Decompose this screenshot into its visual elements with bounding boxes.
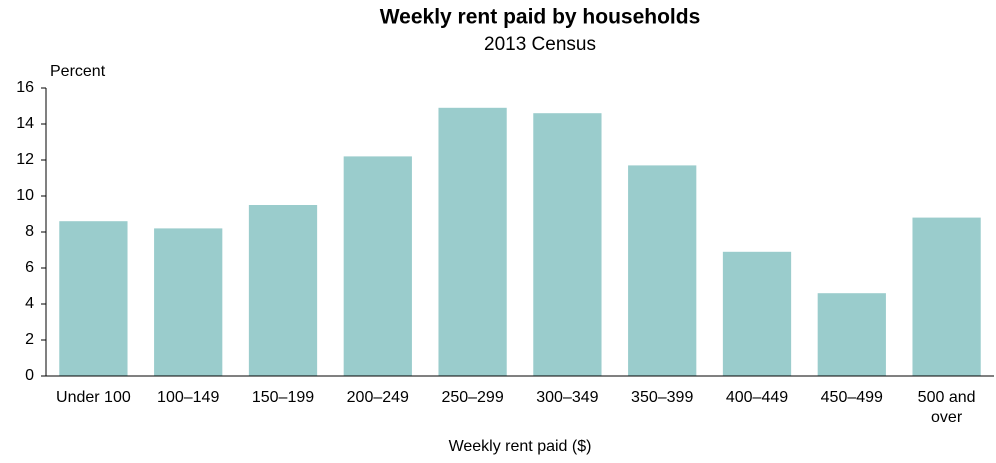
bar [438, 107, 507, 377]
x-tick-label: 200–249 [347, 389, 409, 406]
x-axis-label: Weekly rent paid ($) [449, 438, 592, 455]
x-tick-label: Under 100 [56, 389, 131, 406]
x-tick-label: 300–349 [536, 389, 598, 406]
y-tick-label: 2 [25, 331, 34, 348]
y-tick-label: 4 [25, 295, 34, 312]
bar [59, 221, 128, 376]
y-tick-label: 6 [25, 259, 34, 276]
bar [154, 228, 223, 376]
bar [533, 113, 602, 376]
y-tick-label: 16 [16, 79, 34, 96]
bar [248, 205, 318, 376]
x-tick-label: 150–199 [252, 389, 314, 406]
bar [628, 165, 697, 376]
y-tick-label: 8 [25, 223, 34, 240]
x-tick-label: 400–449 [726, 389, 788, 406]
y-axis-label: Percent [50, 63, 106, 80]
bar [912, 217, 981, 376]
y-tick-label: 0 [25, 367, 34, 384]
bar [343, 156, 412, 376]
y-tick-label: 10 [16, 187, 34, 204]
bar [722, 251, 792, 376]
x-tick-label: 250–299 [441, 389, 503, 406]
y-tick-label: 12 [16, 151, 34, 168]
y-tick-label: 14 [16, 115, 34, 132]
bar [817, 293, 886, 376]
x-tick-label: 450–499 [821, 389, 883, 406]
x-tick-label: 500 and over [918, 389, 976, 426]
x-tick-label: 350–399 [631, 389, 693, 406]
x-tick-label: 100–149 [157, 389, 219, 406]
chart-title: Weekly rent paid by households [380, 6, 701, 29]
chart-subtitle: 2013 Census [484, 34, 596, 55]
